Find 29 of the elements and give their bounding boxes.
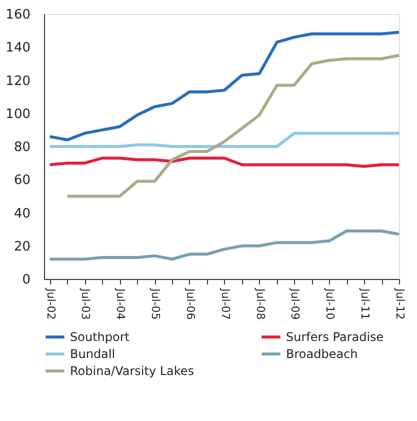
y-tick-label: 80 — [14, 140, 30, 155]
x-tick-label: Jul-06 — [184, 288, 197, 320]
x-tick-label: Jul-02 — [44, 288, 58, 320]
x-tick-label: Jul-08 — [254, 288, 267, 320]
y-tick-label: 100 — [6, 106, 30, 122]
line-series — [48, 30, 400, 142]
x-tick-label: Jul-04 — [114, 288, 128, 320]
legend-label: Southport — [70, 330, 130, 344]
y-tick-label: 0 — [22, 272, 30, 288]
x-tick-label: Jul-09 — [288, 288, 302, 320]
x-tick-label: Jul-07 — [218, 288, 232, 320]
x-tick-label: Jul-11 — [358, 288, 372, 320]
legend-label: Broadbeach — [286, 347, 358, 361]
line-series — [66, 54, 400, 198]
legend-label: Robina/Varsity Lakes — [70, 364, 194, 378]
y-tick-label: 160 — [6, 8, 30, 22]
line-series — [48, 156, 400, 168]
y-tick-label: 60 — [14, 173, 30, 188]
x-tick-label: Jul-10 — [324, 288, 337, 320]
y-tick-label: 120 — [6, 74, 30, 89]
legend-label: Surfers Paradise — [286, 330, 384, 344]
x-tick-label: Jul-03 — [79, 288, 92, 320]
y-tick-label: 40 — [14, 206, 30, 222]
x-tick-label: Jul-12 — [394, 288, 406, 320]
y-tick-label: 20 — [14, 239, 30, 254]
line-series — [48, 229, 400, 261]
y-tick-label: 140 — [6, 40, 30, 56]
legend-label: Bundall — [70, 347, 116, 361]
x-tick-label: Jul-05 — [149, 288, 162, 320]
